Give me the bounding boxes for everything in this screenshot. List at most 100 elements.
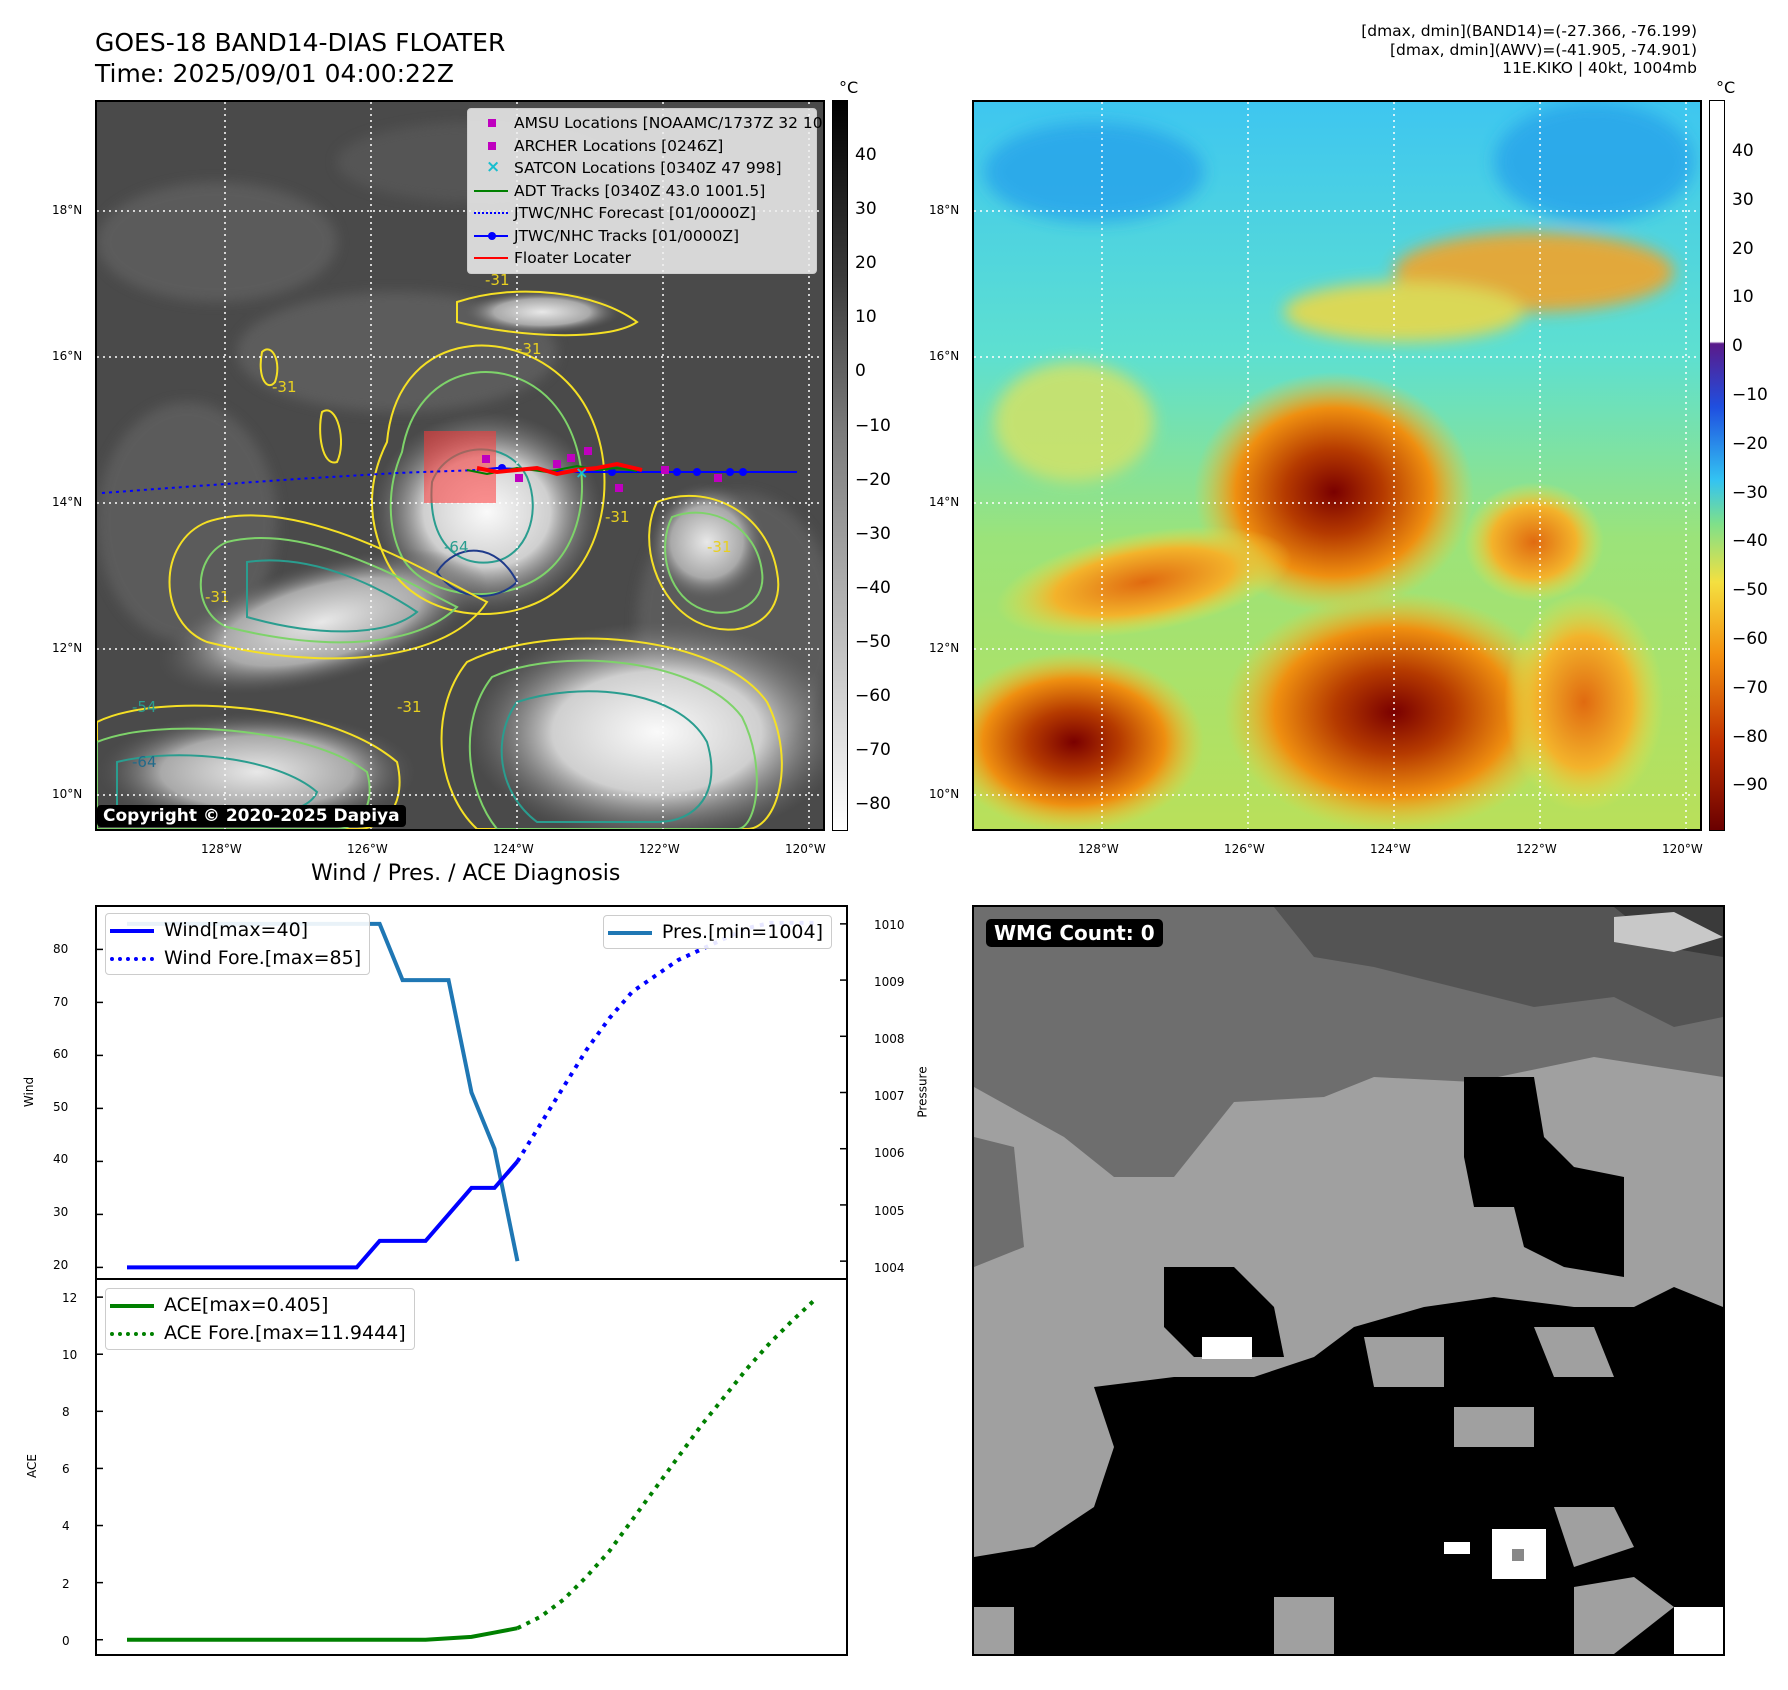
lon-label: 128°W <box>1078 842 1119 856</box>
awv-tick-label: 10 <box>1732 287 1754 308</box>
adt-line-icon <box>470 180 514 202</box>
ir-tick-label: 0 <box>855 361 866 382</box>
stats-line-1: [dmax, dmin](BAND14)=(-27.366, -76.199) <box>1361 22 1697 40</box>
legend-entry-forecast: JTWC/NHC Forecast [01/0000Z] <box>470 202 810 225</box>
ir-map-panel[interactable]: -31 -31 -31 -64 -31 -31 -31 -54 -64 -31 <box>95 100 825 831</box>
lon-label: 126°W <box>347 842 388 856</box>
ace-tick-label: 12 <box>62 1291 78 1305</box>
awv-tick-label: −70 <box>1732 677 1768 698</box>
ir-tick-label: −80 <box>855 794 891 815</box>
ir-tick-label: 10 <box>855 307 877 328</box>
ace-tick-label: 4 <box>62 1519 70 1534</box>
pressure-line-icon <box>607 921 662 943</box>
awv-tick-label: −90 <box>1732 775 1768 796</box>
pressure-tick-label: 1004 <box>874 1260 905 1275</box>
figure-title: GOES-18 BAND14-DIAS FLOATER Time: 2025/0… <box>95 27 505 89</box>
ace-tick-label: 10 <box>62 1348 78 1363</box>
archer-marker-icon <box>470 135 514 157</box>
contour-label: -64 <box>132 753 157 771</box>
contour-label: -31 <box>605 508 630 526</box>
lon-label: 124°W <box>493 842 534 856</box>
wmg-panel[interactable]: WMG Count: 0 <box>972 905 1725 1656</box>
legend-entry-wind-fore: Wind Fore.[max=85] <box>110 944 361 972</box>
wind-axis-label: Wind <box>22 1076 37 1108</box>
ir-tick-label: −70 <box>855 740 891 761</box>
ace-legend: ACE[max=0.405] ACE Fore.[max=11.9444] <box>105 1288 415 1350</box>
awv-tick-label: −60 <box>1732 629 1768 649</box>
stats-line-3: 11E.KIKO | 40kt, 1004mb <box>1502 59 1697 77</box>
awv-colorbar-unit: °C <box>1716 78 1736 97</box>
storm-stats: [dmax, dmin](BAND14)=(-27.366, -76.199) … <box>1361 22 1697 78</box>
ir-colorbar <box>832 100 848 831</box>
contour-label: -31 <box>707 538 732 556</box>
pressure-tick-label: 1009 <box>874 975 905 990</box>
ir-tick-label: 30 <box>855 199 877 220</box>
lon-label: 122°W <box>639 842 680 856</box>
ir-tick-label: −50 <box>855 631 891 652</box>
wmg-image <box>974 907 1723 1654</box>
ace-chart: ACE[max=0.405] ACE Fore.[max=11.9444] <box>95 1278 848 1656</box>
awv-tick-label: 0 <box>1732 336 1743 357</box>
lon-label: 128°W <box>201 842 242 856</box>
ace-tick-label: 0 <box>62 1633 70 1648</box>
lat-label: 14°N <box>52 495 83 509</box>
contour-label: -64 <box>444 538 469 556</box>
ace-fore-dotted-icon <box>110 1322 164 1344</box>
legend-entry-pressure: Pres.[min=1004] <box>607 918 823 946</box>
lon-label: 120°W <box>1662 842 1703 856</box>
lat-label: 14°N <box>929 495 960 509</box>
lat-label: 10°N <box>52 787 83 801</box>
ace-plot <box>97 1296 818 1642</box>
legend-entry-ace-fore: ACE Fore.[max=11.9444] <box>110 1319 406 1347</box>
ir-colorbar-unit: °C <box>839 78 859 97</box>
diagnosis-title: Wind / Pres. / ACE Diagnosis <box>311 861 621 886</box>
ir-tick-label: −30 <box>855 523 891 544</box>
awv-tick-label: 40 <box>1732 141 1754 161</box>
ace-line-icon <box>110 1294 164 1316</box>
awv-tick-label: 30 <box>1732 189 1754 210</box>
ace-forecast-line <box>516 1297 818 1630</box>
legend-entry-satcon: × SATCON Locations [0340Z 47 998] <box>470 157 810 180</box>
ir-tick-label: −40 <box>855 577 891 598</box>
ir-map-legend: AMSU Locations [NOAAMC/1737Z 32 1006] AR… <box>467 108 823 274</box>
floater-box <box>424 431 496 503</box>
lon-label: 126°W <box>1224 842 1265 856</box>
contour-label: -31 <box>205 588 230 606</box>
ace-axis-label: ACE <box>24 1454 39 1478</box>
ace-tick-label: 8 <box>62 1405 70 1420</box>
pressure-tick-label: 1007 <box>874 1089 905 1104</box>
pressure-legend: Pres.[min=1004] <box>602 915 832 949</box>
wind-tick-label: 80 <box>53 942 69 956</box>
wind-tick-label: 40 <box>53 1152 69 1167</box>
amsu-marker-icon <box>470 112 514 134</box>
legend-entry-floater: Floater Locater <box>470 247 810 270</box>
contour-label: -54 <box>132 698 157 716</box>
legend-entry-wind: Wind[max=40] <box>110 916 361 944</box>
wind-tick-label: 50 <box>53 1099 69 1114</box>
wind-line <box>127 1160 519 1270</box>
wind-legend: Wind[max=40] Wind Fore.[max=85] <box>105 913 371 975</box>
satcon-marker-icon: × <box>486 157 501 178</box>
ace-line <box>127 1626 518 1642</box>
awv-tick-label: 20 <box>1732 238 1754 259</box>
awv-tick-label: −40 <box>1732 531 1768 552</box>
title-line-2: Time: 2025/09/01 04:00:22Z <box>95 59 454 88</box>
legend-entry-adt: ADT Tracks [0340Z 43.0 1001.5] <box>470 180 810 203</box>
lon-label: 120°W <box>785 842 826 856</box>
pressure-axis-label: Pressure <box>915 1066 930 1118</box>
lon-label: 124°W <box>1370 842 1411 856</box>
contour-label: -31 <box>517 340 542 358</box>
legend-entry-tracks: JTWC/NHC Tracks [01/0000Z] <box>470 225 810 248</box>
awv-map-panel[interactable] <box>972 100 1702 831</box>
legend-entry-ace: ACE[max=0.405] <box>110 1291 406 1319</box>
wmg-count-badge: WMG Count: 0 <box>986 919 1163 947</box>
title-line-1: GOES-18 BAND14-DIAS FLOATER <box>95 28 506 57</box>
lat-label: 10°N <box>929 787 960 801</box>
ir-tick-label: −20 <box>855 469 891 490</box>
pressure-tick-label: 1005 <box>874 1203 905 1218</box>
lon-label: 122°W <box>1516 842 1557 856</box>
awv-tick-label: −50 <box>1732 580 1768 601</box>
awv-tick-label: −80 <box>1732 726 1768 747</box>
svg-text:×: × <box>575 463 588 482</box>
wind-forecast-line <box>515 920 816 1163</box>
